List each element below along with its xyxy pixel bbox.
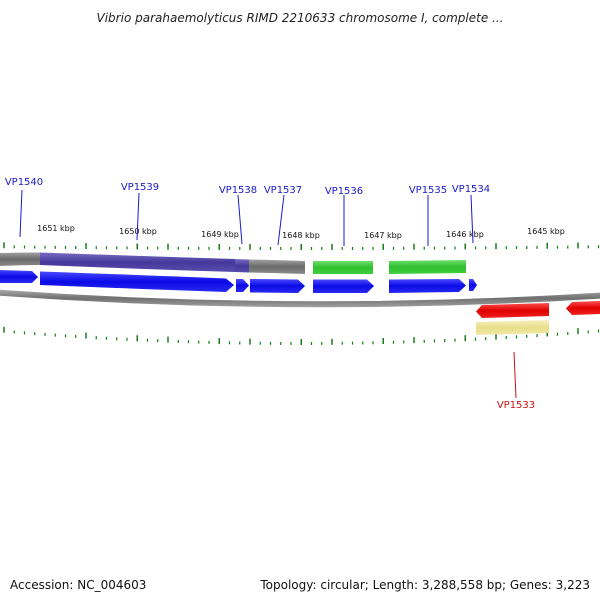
gene-label-vp1535[interactable]: VP1535 [409,185,447,196]
gene-label-vp1537[interactable]: VP1537 [264,185,302,196]
cds-vp1535[interactable] [389,279,466,293]
tick-label: 1648 kbp [282,231,320,240]
gene-feature-vp1536[interactable] [313,261,373,274]
gene-track [0,252,466,275]
gene-label-vp1538[interactable]: VP1538 [219,185,257,196]
tick-labels: 1651 kbp 1650 kbp 1649 kbp 1648 kbp 1647… [37,224,565,240]
cds-vp1534[interactable] [469,279,477,291]
tick-label: 1651 kbp [37,224,75,233]
tick-label: 1649 kbp [201,230,239,239]
accession-text: Accession: NC_004603 [10,578,147,592]
leader-line [513,351,517,399]
gene-labels: VP1540 VP1539 VP1538 VP1537 VP1536 VP153… [5,177,535,411]
leader-line [277,194,285,246]
tick-label: 1650 kbp [119,227,157,236]
topology-text: Topology: circular; Length: 3,288,558 bp… [260,578,590,592]
gene-label-vp1536[interactable]: VP1536 [325,186,363,197]
gene-label-vp1539[interactable]: VP1539 [121,182,159,193]
cds-vp1537[interactable] [250,279,305,293]
inner-tick-ring [3,326,600,345]
leader-line [19,189,23,238]
gene-feature-vp1533[interactable] [476,320,549,335]
gene-feature-vp1537[interactable] [249,259,305,275]
cds-reverse-track [476,301,600,335]
outer-tick-ring [3,242,600,250]
cds-vp1538[interactable] [236,279,249,292]
cds-vp1533[interactable] [476,303,549,318]
gene-feature-vp1538[interactable] [235,259,249,273]
cds-vp1539[interactable] [40,271,234,293]
map-title: Vibrio parahaemolyticus RIMD 2210633 chr… [97,11,504,25]
gene-label-vp1534[interactable]: VP1534 [452,184,490,195]
leader-line [237,194,243,245]
chromosome-backbone [0,289,600,308]
gene-feature-vp1539[interactable] [40,252,235,273]
cds-forward-track [0,270,477,293]
cds-vp1536[interactable] [313,279,374,294]
gene-label-vp1540[interactable]: VP1540 [5,177,43,188]
leader-line [136,192,140,241]
gene-label-vp1533[interactable]: VP1533 [497,400,535,411]
gene-feature-vp1535[interactable] [389,260,466,274]
leader-line [470,194,474,244]
gene-feature-vp1540[interactable] [0,252,40,267]
tick-label: 1647 kbp [364,231,402,240]
tick-label: 1646 kbp [446,230,484,239]
tick-label: 1645 kbp [527,227,565,236]
cds-vp1540[interactable] [0,270,38,283]
cds-reverse-partial[interactable] [566,301,600,315]
